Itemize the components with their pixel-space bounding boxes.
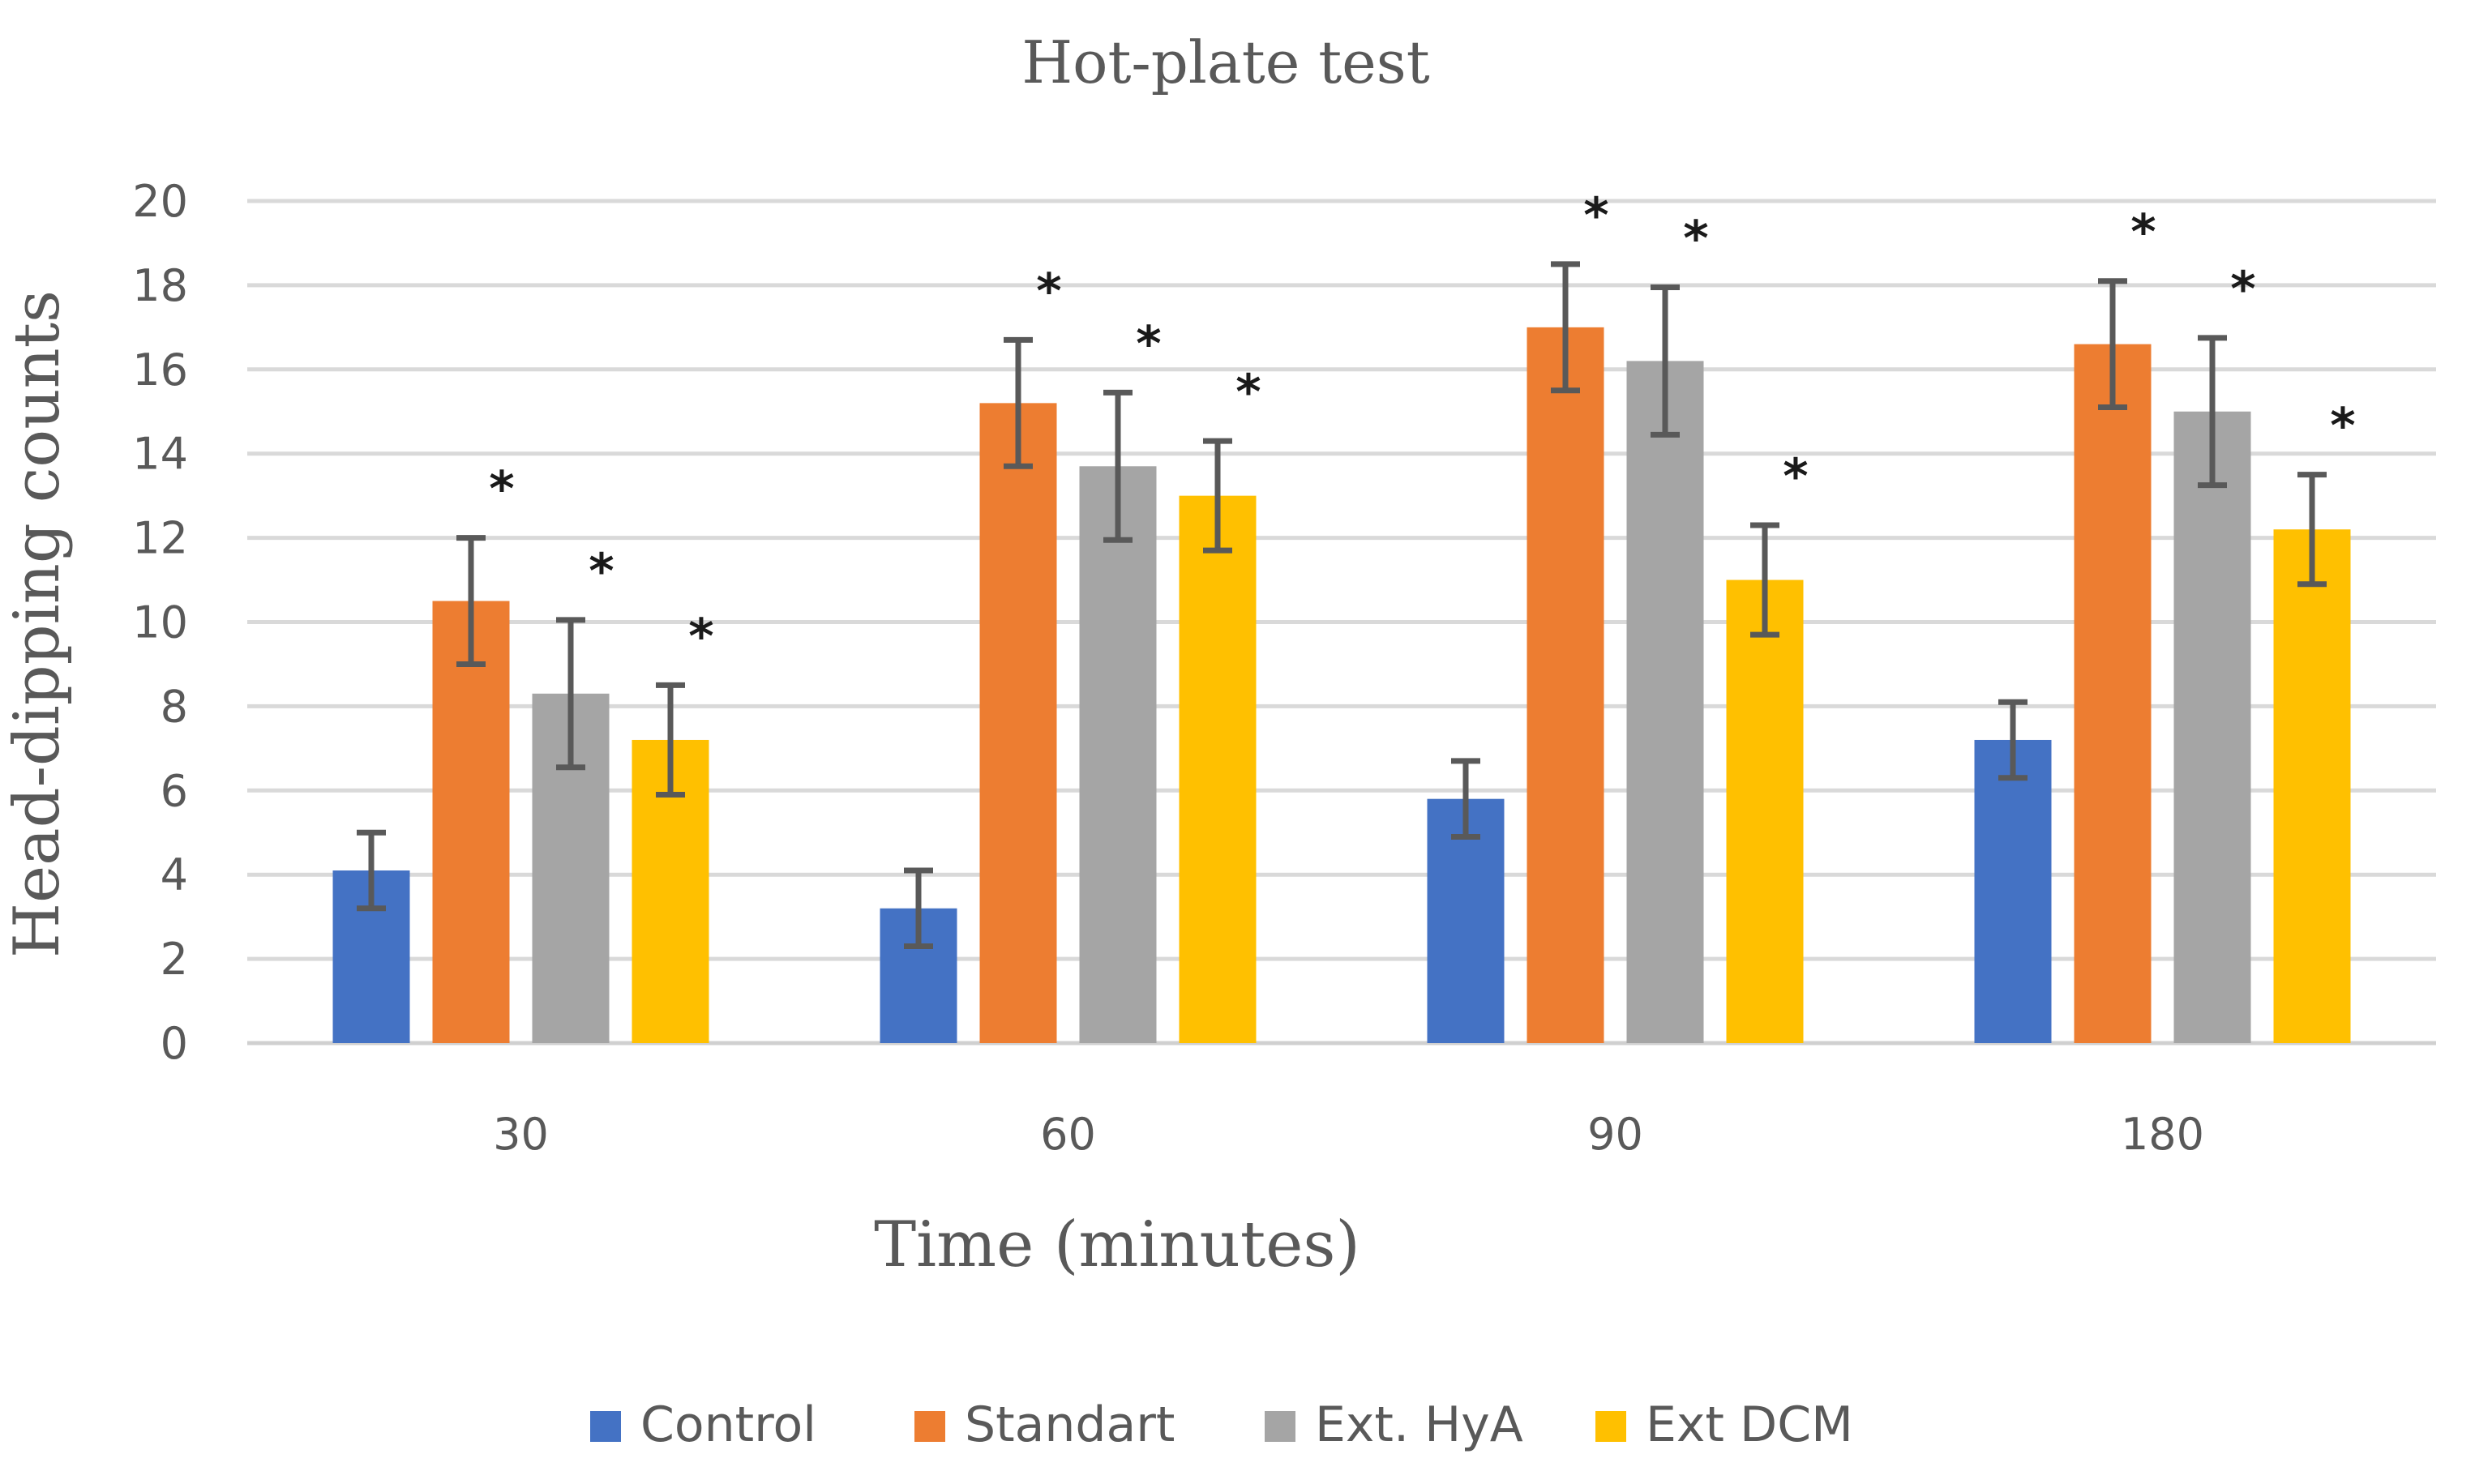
bar [1726,579,1804,1043]
significance-star: * [1683,210,1708,267]
legend-swatch [590,1411,621,1442]
bar [1626,361,1704,1043]
y-tick-label: 18 [132,260,188,311]
significance-star: * [1036,263,1061,319]
significance-star: * [1583,187,1608,244]
legend-label: Ext. HyA [1315,1396,1523,1453]
bar [2173,411,2251,1043]
x-tick-label: 60 [1040,1109,1096,1160]
legend-swatch [914,1411,945,1442]
bar [1179,495,1257,1043]
y-axis-title: Head-dipping counts [1,290,74,958]
legend-label: Ext DCM [1646,1396,1853,1453]
significance-star: * [1235,364,1261,421]
bar [2273,529,2351,1043]
y-tick-label: 20 [132,176,188,227]
y-tick-label: 16 [132,344,188,396]
y-tick-label: 4 [161,849,188,900]
y-tick-label: 12 [132,513,188,564]
chart-title: Hot-plate test [1021,28,1429,96]
y-tick-label: 14 [132,429,188,480]
significance-star: * [688,608,713,665]
y-axis-ticks: 0 2 4 6 8 10 12 14 16 18 20 [132,176,188,1069]
bar [432,601,510,1043]
bars [332,327,2351,1044]
significance-star: * [2130,204,2156,261]
significance-star: * [1783,448,1808,505]
significance-star: * [489,461,514,518]
x-tick-label: 30 [493,1109,549,1160]
y-tick-label: 0 [161,1018,188,1069]
significance-star: * [1136,315,1161,372]
gridlines [247,199,2436,1046]
legend-label: Control [640,1396,816,1453]
error-bars [357,261,2327,950]
bar [1527,327,1604,1044]
x-axis-ticks: 30 60 90 180 [493,1109,2204,1160]
bar [979,403,1057,1043]
significance-star: * [589,543,614,600]
bar [1079,466,1157,1043]
legend-swatch [1595,1411,1626,1442]
y-tick-label: 6 [161,765,188,816]
y-tick-label: 2 [161,934,188,985]
bar [2074,344,2152,1043]
significance-star: * [2330,398,2355,455]
legend: Control Standart Ext. HyA Ext DCM [590,1396,1853,1453]
significance-star: * [2230,261,2255,318]
bar [1974,739,2052,1043]
x-tick-label: 180 [2121,1109,2204,1160]
y-tick-label: 8 [161,681,188,732]
x-axis-title: Time (minutes) [874,1208,1360,1281]
x-tick-label: 90 [1587,1109,1643,1160]
y-tick-label: 10 [132,597,188,648]
legend-label: Standart [965,1396,1175,1453]
significance-markers: * * * * * * * * * * * * [489,187,2355,665]
legend-swatch [1265,1411,1295,1442]
